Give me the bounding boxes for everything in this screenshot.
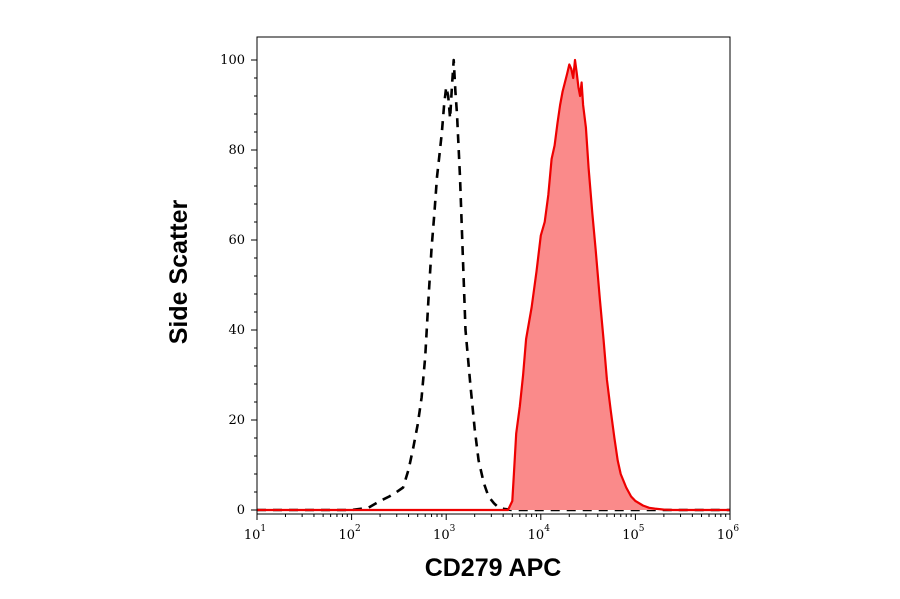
x-tick-label-4: 104: [528, 524, 551, 543]
series-1-line: [257, 58, 730, 512]
x-axis-title: CD279 APC: [425, 554, 562, 582]
axis-layer: 0 20 40 60 80 100 101 102 103 104 105 106: [220, 53, 739, 543]
plot-frame: [256, 36, 731, 515]
x-tick-label-5: 105: [622, 524, 645, 543]
x-tick-label-1: 101: [244, 524, 266, 543]
y-tick-label-60: 60: [228, 233, 245, 248]
series-0-line: [257, 58, 730, 512]
y-tick-label-20: 20: [228, 413, 245, 428]
x-tick-label-2: 102: [338, 524, 360, 543]
y-tick-label-100: 100: [220, 53, 245, 68]
y-tick-label-80: 80: [228, 143, 245, 158]
series-layer: [257, 58, 730, 512]
x-tick-label-3: 103: [433, 524, 456, 543]
x-tick-label-6: 106: [717, 524, 740, 543]
y-tick-label-40: 40: [228, 323, 245, 338]
y-axis-title: Side Scatter: [165, 199, 193, 344]
y-tick-label-0: 0: [237, 503, 245, 518]
series-1-fill: [257, 60, 730, 510]
